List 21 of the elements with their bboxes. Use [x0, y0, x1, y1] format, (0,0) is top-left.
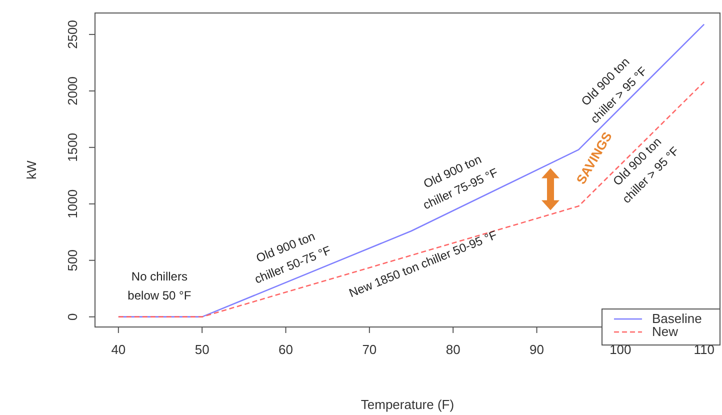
y-tick-label: 1500	[65, 132, 80, 162]
y-tick-label: 2000	[65, 76, 80, 106]
x-tick-label: 110	[694, 342, 714, 357]
annotation: Old 900 ton chiller 75-95 °F	[420, 152, 500, 212]
annotation: No chillers below 50 °F	[128, 269, 192, 302]
y-tick-label: 2500	[65, 20, 80, 49]
x-tick-label: 90	[530, 342, 544, 357]
y-tick-label: 1000	[65, 189, 80, 218]
annotation: New 1850 ton chiller 50-95 °F	[347, 228, 499, 300]
x-tick-label: 40	[111, 342, 126, 357]
x-tick-label: 80	[446, 342, 460, 357]
x-tick-label: 60	[278, 342, 293, 357]
legend-label: New	[652, 324, 679, 339]
x-tick-label: 50	[194, 342, 210, 357]
annotation: Old 900 ton chiller 50-75 °F	[252, 229, 333, 286]
x-axis-title: Temperature (F)	[360, 397, 454, 412]
y-axis-title: kW	[24, 160, 39, 180]
y-tick-label: 0	[65, 313, 80, 320]
x-tick-label: 70	[362, 342, 377, 357]
y-tick-label: 500	[65, 250, 80, 272]
legend-label: Baseline	[652, 311, 702, 326]
